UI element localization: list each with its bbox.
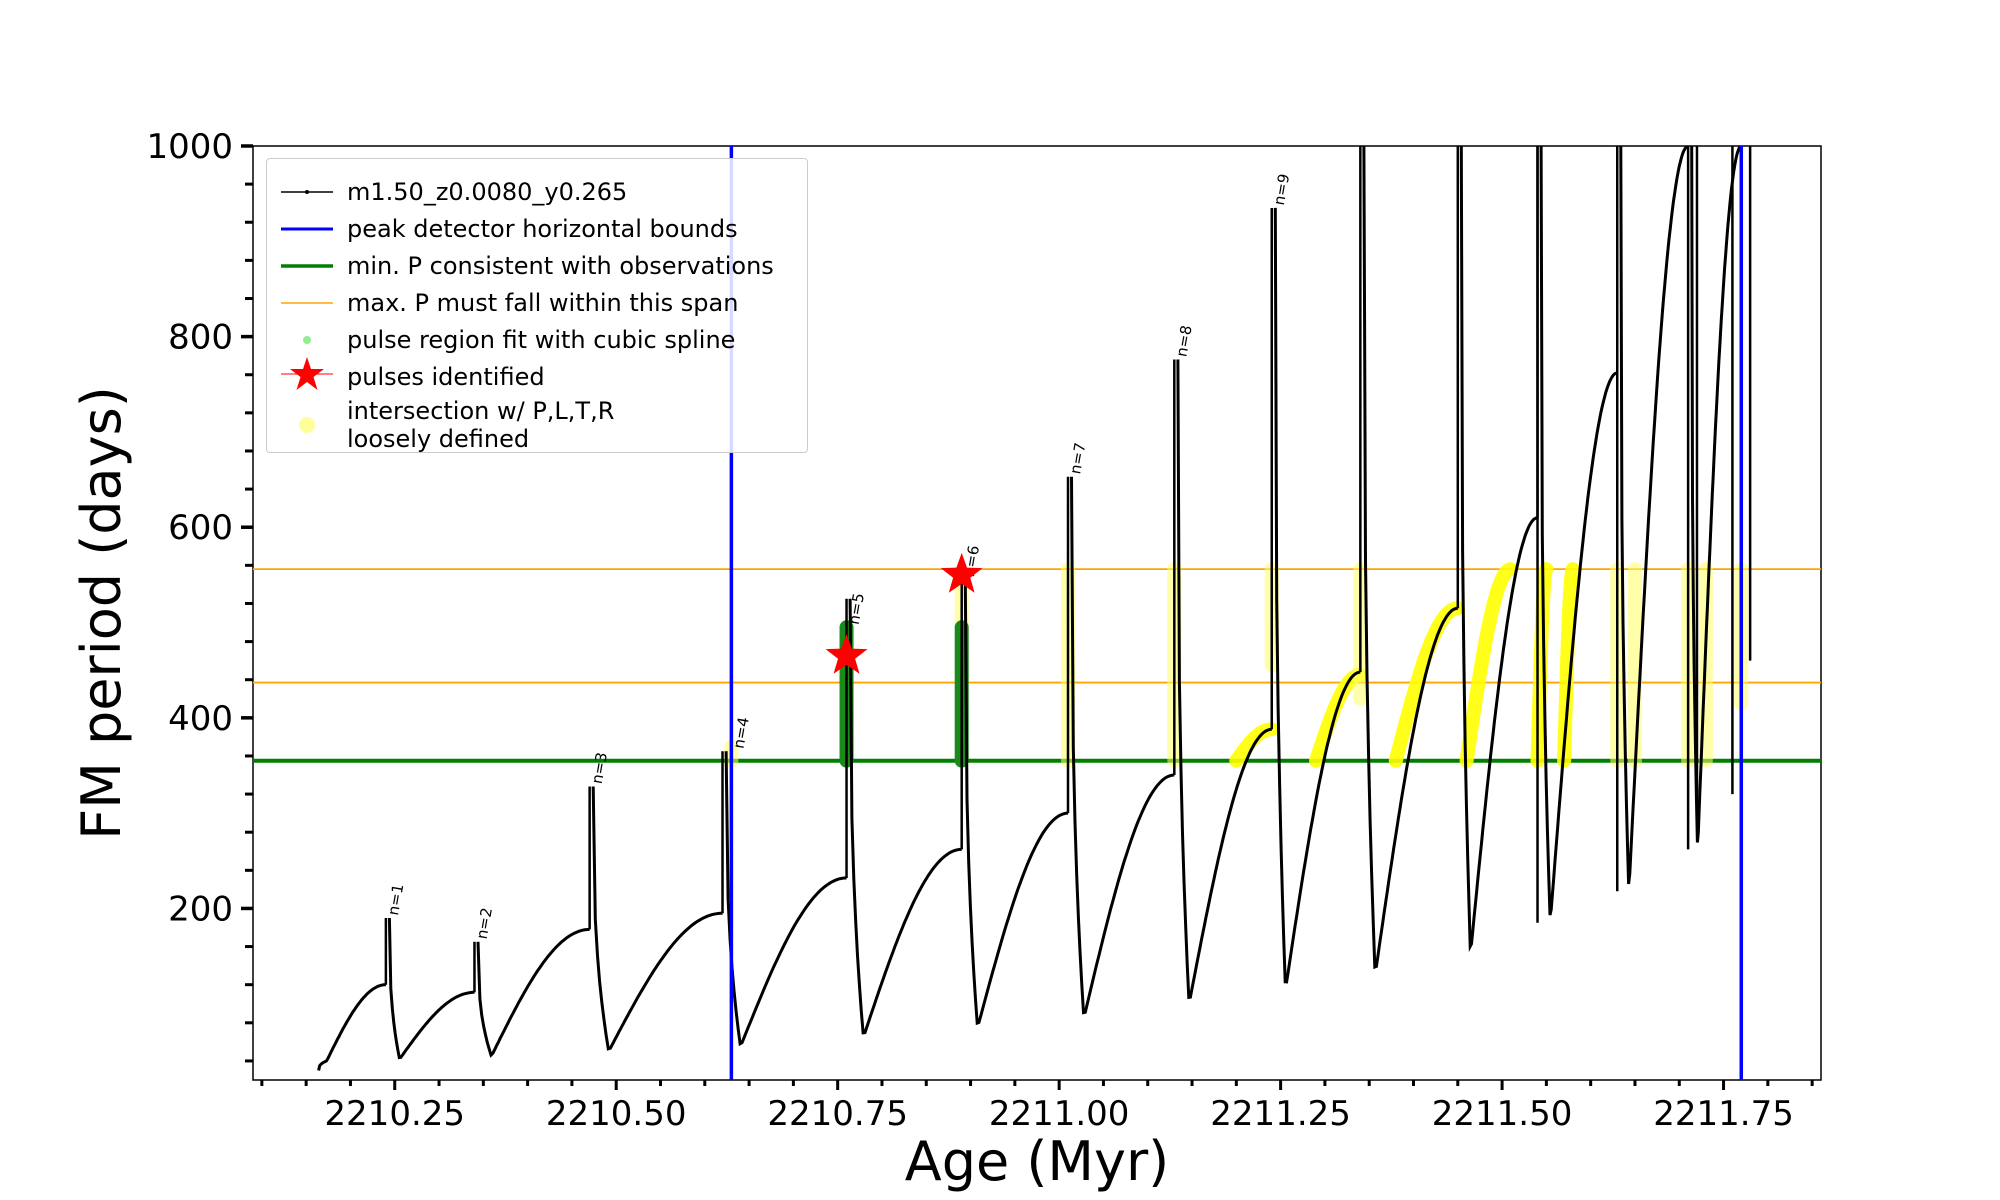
- legend-item-intersection: intersection w/ P,L,T,R loosely defined: [267, 397, 807, 453]
- legend-item-series: m1.50_z0.0080_y0.265: [267, 177, 807, 207]
- legend-label: pulses identified: [347, 363, 545, 391]
- y-tick-label: 600: [168, 508, 233, 548]
- legend: m1.50_z0.0080_y0.265 peak detector horiz…: [266, 158, 808, 453]
- series-cycle: [1459, 146, 1538, 953]
- pulse-label: n=3: [588, 751, 611, 785]
- y-tick-label: 400: [168, 699, 233, 739]
- series-cycle: [591, 786, 723, 1051]
- intersection-arc: [1459, 562, 1518, 768]
- legend-green-line-icon: [281, 264, 333, 268]
- series-cycle: [1362, 146, 1458, 970]
- series-cycle: [724, 751, 847, 1047]
- pulses-identified-group: [825, 552, 983, 674]
- legend-label: max. P must fall within this span: [347, 289, 739, 317]
- y-axis-label: FM period (days): [70, 386, 133, 840]
- pulse-labels-group: n=1n=2n=3n=4n=5n=6n=7n=8n=9: [384, 172, 1293, 940]
- x-tick-label: 2210.75: [767, 1094, 908, 1134]
- legend-orange-line-icon: [281, 302, 333, 304]
- pulse-label: n=2: [473, 906, 496, 940]
- legend-blue-line-icon: [281, 227, 333, 231]
- legend-item-max-span: max. P must fall within this span: [267, 288, 807, 318]
- pulse-label: n=1: [384, 882, 407, 916]
- legend-label: m1.50_z0.0080_y0.265: [347, 178, 628, 206]
- x-tick-label: 2210.50: [546, 1094, 687, 1134]
- series-cycle: [1070, 476, 1175, 1015]
- pulse-label: n=8: [1173, 324, 1196, 358]
- y-tick-label: 1000: [146, 127, 233, 167]
- series-cycle: [963, 570, 1069, 1026]
- axis-ticks-group: 2210.25 2210.50 2210.75 2211.00 2211.25 2211.…: [146, 127, 1814, 1134]
- legend-label: peak detector horizontal bounds: [347, 215, 738, 243]
- pulse-label: n=4: [730, 716, 753, 750]
- series-cycle: [1176, 359, 1272, 1000]
- plot-area: n=1n=2n=3n=4n=5n=6n=7n=8n=9: [253, 146, 1821, 1080]
- legend-yellow-circle-icon: [299, 417, 315, 433]
- series-cycle: [1273, 207, 1361, 984]
- pulse-label: n=7: [1066, 441, 1089, 475]
- y-tick-label: 200: [168, 889, 233, 929]
- legend-green-dot-icon: [303, 336, 311, 344]
- peak-detector-bounds-group: [729, 146, 1744, 1080]
- x-tick-label: 2211.00: [989, 1094, 1130, 1134]
- intersection-points-group: [724, 562, 1749, 768]
- intersection-arc: [1388, 601, 1465, 768]
- series-cycle: [848, 598, 962, 1035]
- legend-item-spline-fit: pulse region fit with cubic spline: [267, 325, 807, 355]
- series-cycle: [1539, 146, 1618, 916]
- legend-item-peak-bounds: peak detector horizontal bounds: [267, 214, 807, 244]
- pulse-fit-points-group: [839, 620, 969, 768]
- x-tick-label: 2211.50: [1432, 1094, 1573, 1134]
- legend-label: pulse region fit with cubic spline: [347, 326, 736, 354]
- pulse-label: n=9: [1270, 172, 1293, 206]
- x-tick-label: 2211.75: [1653, 1094, 1794, 1134]
- series-cycle: [317, 983, 386, 1071]
- series-cycle: [476, 927, 590, 1058]
- period-series-group: [317, 146, 1752, 1071]
- series-cycle: [387, 917, 475, 1060]
- series-cycle: [1619, 146, 1689, 885]
- x-axis-label: Age (Myr): [905, 1130, 1170, 1193]
- x-tick-label: 2210.25: [324, 1094, 465, 1134]
- y-tick-label: 800: [168, 318, 233, 358]
- legend-label: min. P consistent with observations: [347, 252, 774, 280]
- horizontal-reference-lines: [253, 568, 1821, 763]
- legend-star-icon: [281, 357, 333, 390]
- x-tick-label: 2211.25: [1210, 1094, 1351, 1134]
- plot-frame: [252, 145, 1822, 1081]
- legend-label: intersection w/ P,L,T,R loosely defined: [347, 397, 615, 453]
- pulse-identified-star: [825, 633, 868, 674]
- legend-item-pulses: pulses identified: [267, 357, 807, 391]
- pulse-label: n=5: [845, 592, 868, 626]
- pulse-identified-star: [940, 552, 983, 593]
- axes-frame: [252, 145, 1822, 1081]
- legend-line-marker-icon: [281, 190, 333, 194]
- legend-item-min-period: min. P consistent with observations: [267, 251, 807, 281]
